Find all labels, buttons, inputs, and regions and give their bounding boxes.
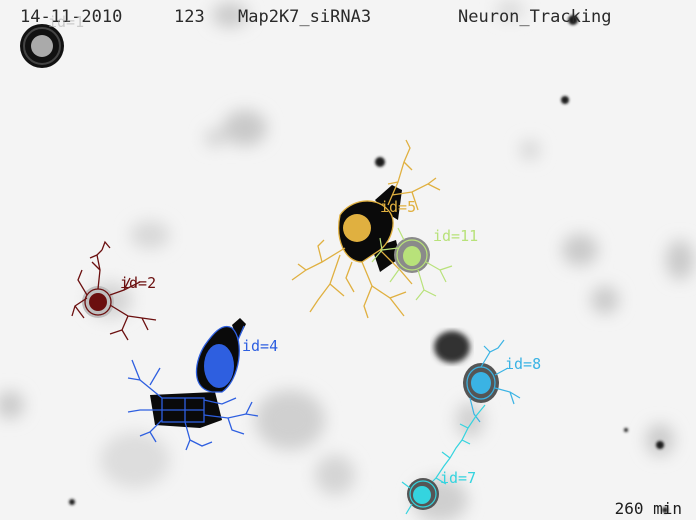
frame-number: 123: [174, 7, 205, 27]
condition-label: Map2K7_siRNA3: [238, 7, 372, 27]
cell-8: [463, 339, 521, 423]
mode-label: Neuron_Tracking: [458, 7, 612, 27]
cell-5: [291, 139, 441, 319]
cell-label-id8: id=8: [505, 355, 542, 373]
elapsed-time-label: 260 min: [614, 499, 682, 518]
date-label: 14-11-2010: [20, 7, 123, 27]
cell-1: [20, 24, 64, 68]
cell-label-id7: id=7: [440, 469, 477, 487]
cell-11: [371, 227, 453, 301]
cell-label-id11: id=11: [433, 227, 479, 245]
cell-4: [127, 318, 259, 451]
cell-label-id2: id=2: [120, 274, 157, 292]
cell-2: [71, 240, 157, 341]
cell-label-id4: id=4: [242, 337, 279, 355]
cell-label-id1: id=1: [48, 13, 85, 31]
cell-7: [401, 404, 486, 515]
cell-label-id5: id=5: [380, 198, 417, 216]
dark-cell-blob: [434, 331, 470, 363]
dark-specks: [69, 15, 668, 513]
